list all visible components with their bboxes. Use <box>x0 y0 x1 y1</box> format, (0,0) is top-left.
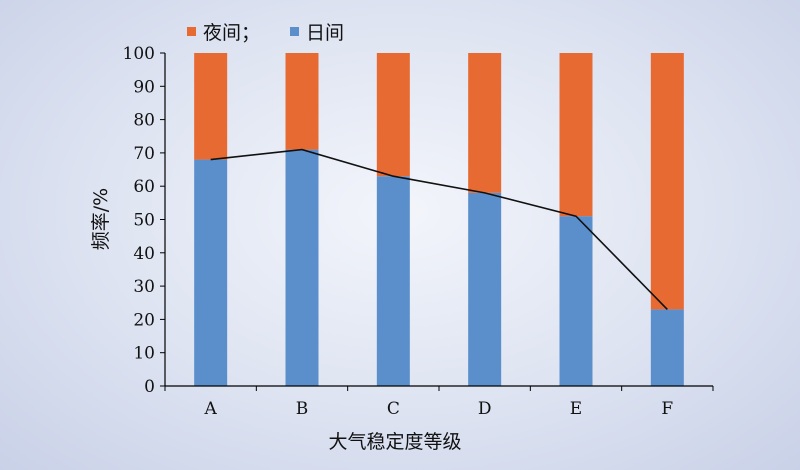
y-tick-label-20: 20 <box>133 310 155 330</box>
y-tick-label-50: 50 <box>133 211 155 231</box>
bar-night-D <box>468 53 502 193</box>
y-tick-label-60: 60 <box>133 177 155 197</box>
x-tick-label-D: D <box>478 399 492 419</box>
y-tick-label-90: 90 <box>133 77 155 97</box>
bar-day-F <box>650 309 684 386</box>
legend: 夜间； 日间 <box>187 22 344 44</box>
bar-day-B <box>285 149 319 386</box>
x-tick-label-A: A <box>204 399 218 419</box>
x-tick-label-E: E <box>570 399 582 419</box>
y-tick-label-0: 0 <box>144 377 155 397</box>
bar-night-B <box>285 53 319 150</box>
x-tick-label-B: B <box>296 399 309 419</box>
x-tick-label-C: C <box>387 399 400 419</box>
bar-day-A <box>194 159 228 386</box>
bar-night-E <box>559 53 593 217</box>
bar-day-E <box>559 216 593 386</box>
bar-night-A <box>194 53 228 160</box>
y-tick-label-30: 30 <box>133 277 155 297</box>
legend-label-day: 日间 <box>306 22 344 44</box>
y-tick-label-70: 70 <box>133 144 155 164</box>
bar-night-C <box>376 53 410 177</box>
y-tick-label-40: 40 <box>133 244 155 264</box>
y-tick-label-100: 100 <box>123 44 155 64</box>
axes-group <box>164 53 713 387</box>
legend-label-night: 夜间； <box>203 22 260 44</box>
day-frequency-line <box>210 148 668 310</box>
y-tick-label-80: 80 <box>133 111 155 131</box>
bar-day-C <box>376 176 410 386</box>
bar-night-F <box>650 53 684 310</box>
bar-day-D <box>468 192 502 386</box>
legend-swatch-night <box>187 27 196 36</box>
y-axis-title: 频率/% <box>90 188 112 250</box>
y-tick-label-10: 10 <box>133 344 155 364</box>
legend-swatch-day <box>290 27 299 36</box>
bars-group <box>194 53 684 386</box>
x-tick-label-F: F <box>661 399 673 419</box>
x-axis-title: 大气稳定度等级 <box>328 431 461 453</box>
ticks-group: 0 10 20 30 40 50 60 70 80 90 100 A B C D E F <box>123 44 714 419</box>
